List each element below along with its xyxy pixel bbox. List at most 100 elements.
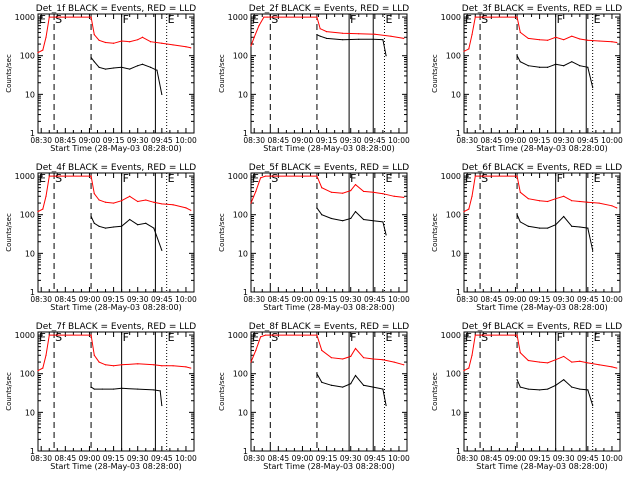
data-point-lld <box>260 336 262 338</box>
data-point-lld <box>172 204 174 206</box>
series-line-events <box>316 34 387 56</box>
x-tick-label: 09:45 <box>577 136 599 145</box>
data-point-lld <box>260 177 262 179</box>
y-tick-label: 100 <box>446 52 461 61</box>
x-tick-label: 09:00 <box>79 136 101 145</box>
y-tick-label: 1000 <box>228 331 248 340</box>
y-tick-label: 1 <box>243 129 248 138</box>
x-axis-label: Start Time (28-May-03 08:28:00) <box>476 303 607 312</box>
data-point-lld <box>393 361 395 363</box>
x-tick-label: 09:15 <box>529 454 551 463</box>
data-point-events <box>527 65 529 67</box>
marker-label: S <box>55 172 62 185</box>
y-tick-label: 10 <box>238 408 248 417</box>
plot-frame <box>250 172 408 293</box>
chart-title: Det_2f BLACK = Events, RED = LLD <box>249 4 409 14</box>
marker-label: S <box>481 172 488 185</box>
data-point-lld <box>42 49 44 51</box>
data-point-lld <box>516 16 518 18</box>
y-tick-label: 1 <box>30 288 35 297</box>
marker-label: F <box>123 172 129 185</box>
data-point-lld <box>354 347 357 350</box>
x-tick-label: 09:45 <box>364 295 386 304</box>
data-point-events <box>153 227 155 229</box>
y-tick-label: 100 <box>233 370 248 379</box>
marker-label: S <box>271 172 278 185</box>
data-point-events <box>330 384 333 386</box>
marker-label: F <box>123 331 129 344</box>
data-point-lld <box>611 205 613 207</box>
x-tick-label: 08:45 <box>55 295 77 304</box>
data-point-lld <box>153 364 155 366</box>
y-tick-label: 10 <box>238 249 248 258</box>
y-axis-label: Counts/sec <box>5 372 13 411</box>
data-point-events <box>382 221 384 223</box>
marker-label: E <box>252 13 259 26</box>
data-point-lld <box>611 41 613 43</box>
data-point-lld <box>463 370 465 372</box>
x-tick-label: 10:00 <box>601 454 623 463</box>
data-point-lld <box>145 199 147 201</box>
data-point-lld <box>264 175 267 177</box>
data-point-lld <box>266 16 268 18</box>
data-point-lld <box>161 42 163 44</box>
data-point-lld <box>93 193 95 195</box>
data-point-lld <box>112 202 115 204</box>
marker-label: F <box>350 331 356 344</box>
data-point-events <box>592 404 594 407</box>
x-tick-label: 08:30 <box>456 295 478 304</box>
x-tick-label: 09:30 <box>553 295 575 304</box>
x-tick-label: 08:30 <box>243 295 265 304</box>
data-point-lld <box>390 35 392 37</box>
chart-panel-8: Det_8f BLACK = Events, RED = LLD 1 10 100 10… <box>218 322 410 471</box>
marker-label: E <box>39 13 46 26</box>
marker-label: F <box>557 172 563 185</box>
data-point-events <box>563 379 565 381</box>
data-point-lld <box>37 370 39 372</box>
series-line-events <box>516 55 594 88</box>
y-tick-label: 1 <box>456 288 461 297</box>
marker-label: S <box>481 331 488 344</box>
data-point-lld <box>93 354 95 356</box>
data-point-events <box>112 67 115 69</box>
data-point-events <box>129 68 131 70</box>
data-point-events <box>592 86 594 89</box>
data-point-lld <box>104 201 107 203</box>
data-point-events <box>516 214 518 216</box>
data-point-events <box>104 227 107 229</box>
data-point-events <box>563 215 565 218</box>
data-point-lld <box>185 366 187 368</box>
marker-label: E <box>252 172 259 185</box>
y-tick-label: 10 <box>238 90 248 99</box>
data-point-lld <box>321 349 323 352</box>
plot-frame <box>463 172 621 293</box>
x-axis-label: Start Time (28-May-03 08:28:00) <box>50 462 181 471</box>
data-point-events <box>112 388 115 390</box>
x-tick-label: 08:30 <box>30 454 52 463</box>
x-tick-label: 08:45 <box>481 295 503 304</box>
data-point-lld <box>319 28 321 30</box>
data-point-events <box>121 387 123 389</box>
data-point-events <box>161 93 163 95</box>
marker-label: E <box>465 172 472 185</box>
x-tick-label: 08:45 <box>268 454 290 463</box>
data-point-events <box>321 214 323 216</box>
x-tick-label: 09:15 <box>529 136 551 145</box>
data-point-events <box>587 227 589 229</box>
data-point-events <box>382 39 384 41</box>
x-tick-label: 08:30 <box>456 136 478 145</box>
data-point-events <box>325 37 328 40</box>
data-point-lld <box>185 46 187 48</box>
data-point-lld <box>121 200 123 202</box>
marker-label: E <box>465 13 472 26</box>
data-point-events <box>571 386 573 388</box>
data-point-lld <box>342 192 344 194</box>
data-point-lld <box>98 199 100 201</box>
data-point-events <box>587 389 589 391</box>
data-point-lld <box>45 354 47 356</box>
data-point-events <box>112 226 115 228</box>
data-point-events <box>342 39 344 41</box>
data-point-events <box>330 217 333 220</box>
data-point-lld <box>342 32 344 34</box>
x-tick-label: 09:30 <box>127 136 149 145</box>
